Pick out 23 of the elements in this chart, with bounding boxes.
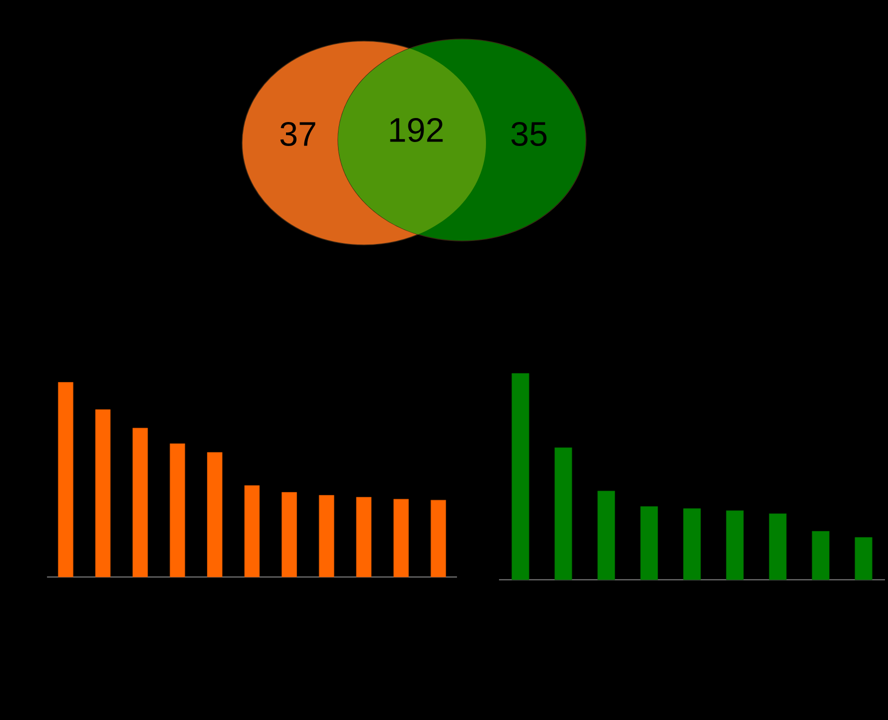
bar — [356, 496, 372, 578]
bar — [812, 531, 830, 580]
bar — [854, 537, 872, 580]
bar — [318, 495, 334, 578]
bar — [170, 443, 186, 578]
bar — [597, 490, 616, 580]
bar — [132, 428, 148, 578]
bar — [769, 513, 787, 580]
bar — [683, 508, 701, 580]
bar — [282, 492, 297, 578]
bar — [640, 506, 658, 580]
data-label: 37 — [280, 122, 316, 146]
bar — [207, 452, 222, 578]
bar — [393, 498, 409, 578]
data-label: 192 — [390, 118, 443, 142]
bar — [554, 447, 572, 580]
bar — [726, 510, 744, 580]
data-label: 35 — [511, 122, 546, 146]
bar — [244, 485, 260, 578]
bar — [58, 382, 74, 578]
bar — [430, 500, 446, 578]
bar — [95, 409, 111, 578]
bar — [512, 373, 530, 580]
